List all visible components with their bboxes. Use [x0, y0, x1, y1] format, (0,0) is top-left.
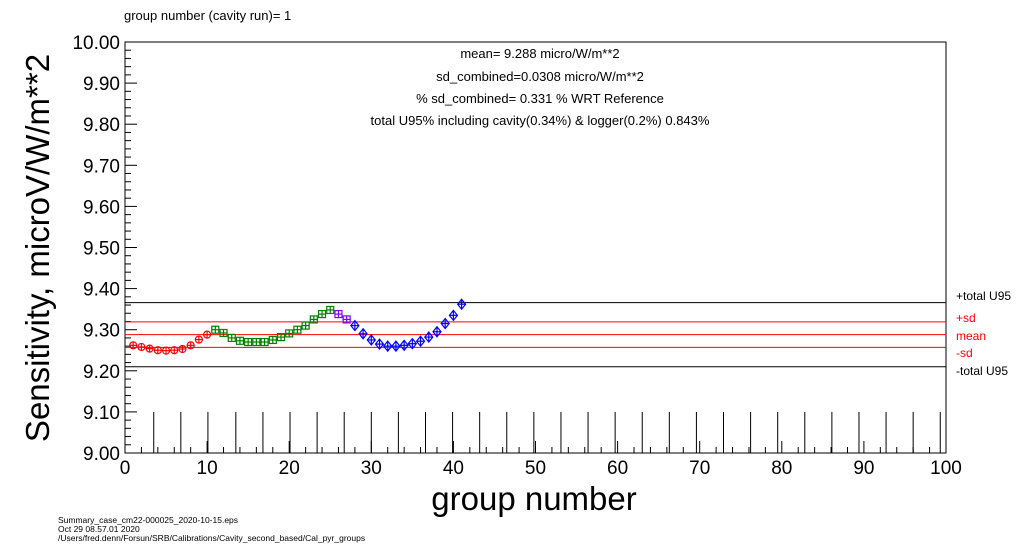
data-point [424, 331, 434, 344]
data-point [186, 341, 195, 350]
data-points [129, 298, 467, 355]
y-tick-label: 9.60 [83, 197, 120, 218]
y-tick-label: 9.90 [83, 74, 120, 95]
reference-line-label: +sd [956, 311, 976, 325]
x-tick-label: 50 [525, 458, 546, 479]
data-point [407, 337, 418, 350]
chart-header: group number (cavity run)= 1 [124, 8, 291, 23]
x-tick-label: 80 [771, 458, 792, 479]
data-point [326, 305, 335, 315]
data-point [268, 335, 277, 345]
data-point [219, 328, 228, 338]
data-point [440, 317, 450, 330]
data-point [382, 340, 393, 353]
x-axis-label: group number [431, 480, 636, 517]
y-tick-label: 9.00 [83, 444, 120, 465]
y-tick-label: 9.70 [83, 156, 120, 177]
data-point [161, 346, 171, 355]
data-point [415, 335, 426, 348]
x-tick-label: 30 [361, 458, 382, 479]
x-axis: 0 10 20 30 40 50 60 70 80 90 100 [120, 441, 962, 479]
data-point [301, 321, 310, 330]
x-tick-label: 90 [853, 458, 874, 479]
footer-path: /Users/fred.denn/Forsun/SRB/Calibrations… [58, 533, 366, 543]
y-tick-label: 10.00 [72, 33, 120, 54]
data-point [260, 337, 269, 347]
stat-mean: mean= 9.288 micro/W/m**2 [460, 46, 619, 61]
data-point [276, 332, 286, 342]
x-tick-label: 100 [930, 458, 962, 479]
data-point [374, 338, 385, 351]
x-tick-label: 70 [689, 458, 710, 479]
stats-block: mean= 9.288 micro/W/m**2 sd_combined=0.0… [371, 46, 710, 128]
data-point [391, 340, 401, 353]
y-tick-label: 9.10 [83, 403, 120, 424]
data-point [342, 315, 351, 324]
y-tick-label: 9.50 [83, 239, 120, 260]
data-point [153, 346, 162, 355]
data-point [203, 330, 212, 339]
data-point [399, 339, 409, 352]
data-point [252, 337, 261, 347]
reference-lines: +total U95 +sd mean -sd -total U95 [125, 289, 1011, 378]
y-axis: 9.00 9.10 9.20 9.30 9.40 9.50 9.60 9.70 9.80 9.90… [72, 33, 137, 465]
y-tick-label: 9.80 [83, 115, 120, 136]
reference-line-label: +total U95 [956, 289, 1011, 303]
stat-pct-sd-combined: % sd_combined= 0.331 % WRT Reference [416, 91, 664, 106]
data-point [350, 319, 360, 332]
data-point [194, 335, 203, 344]
data-point [170, 346, 179, 355]
x-tick-label: 20 [279, 458, 300, 479]
y-tick-label: 9.40 [83, 280, 120, 301]
y-axis-label: Sensitivity, microV/W/m**2 [19, 54, 56, 442]
file-footer: Summary_case_cm22-000025_2020-10-15.eps … [58, 516, 365, 543]
data-point [227, 333, 236, 343]
data-point [178, 344, 187, 354]
data-point [211, 325, 220, 334]
x-tick-label: 0 [120, 458, 131, 479]
data-point [456, 298, 467, 311]
data-point [366, 334, 377, 346]
reference-line-label: mean [956, 329, 986, 343]
reference-line-label: -total U95 [956, 364, 1008, 378]
y-tick-label: 9.30 [83, 321, 120, 342]
footer-timestamp: Oct 29 08.57.01 2020 [58, 524, 140, 534]
data-point [334, 309, 343, 319]
data-point [244, 337, 253, 347]
x-tick-label: 10 [197, 458, 218, 479]
data-point [235, 336, 245, 345]
data-point [358, 327, 368, 340]
stat-sd-combined: sd_combined=0.0308 micro/W/m**2 [436, 69, 644, 84]
data-point [137, 342, 146, 352]
data-point [317, 309, 327, 319]
data-point [285, 329, 294, 338]
data-point [432, 325, 442, 338]
data-point [309, 315, 318, 324]
data-point [145, 344, 154, 353]
reference-line-label: -sd [956, 346, 973, 360]
cavity-tick-group [153, 411, 941, 453]
x-tick-label: 40 [443, 458, 464, 479]
x-tick-label: 60 [607, 458, 628, 479]
y-tick-label: 9.20 [83, 362, 120, 383]
stat-total-u95: total U95% including cavity(0.34%) & log… [371, 113, 710, 128]
data-point [448, 309, 459, 322]
footer-filename: Summary_case_cm22-000025_2020-10-15.eps [58, 515, 239, 525]
data-point [293, 325, 302, 334]
data-point [129, 341, 138, 350]
